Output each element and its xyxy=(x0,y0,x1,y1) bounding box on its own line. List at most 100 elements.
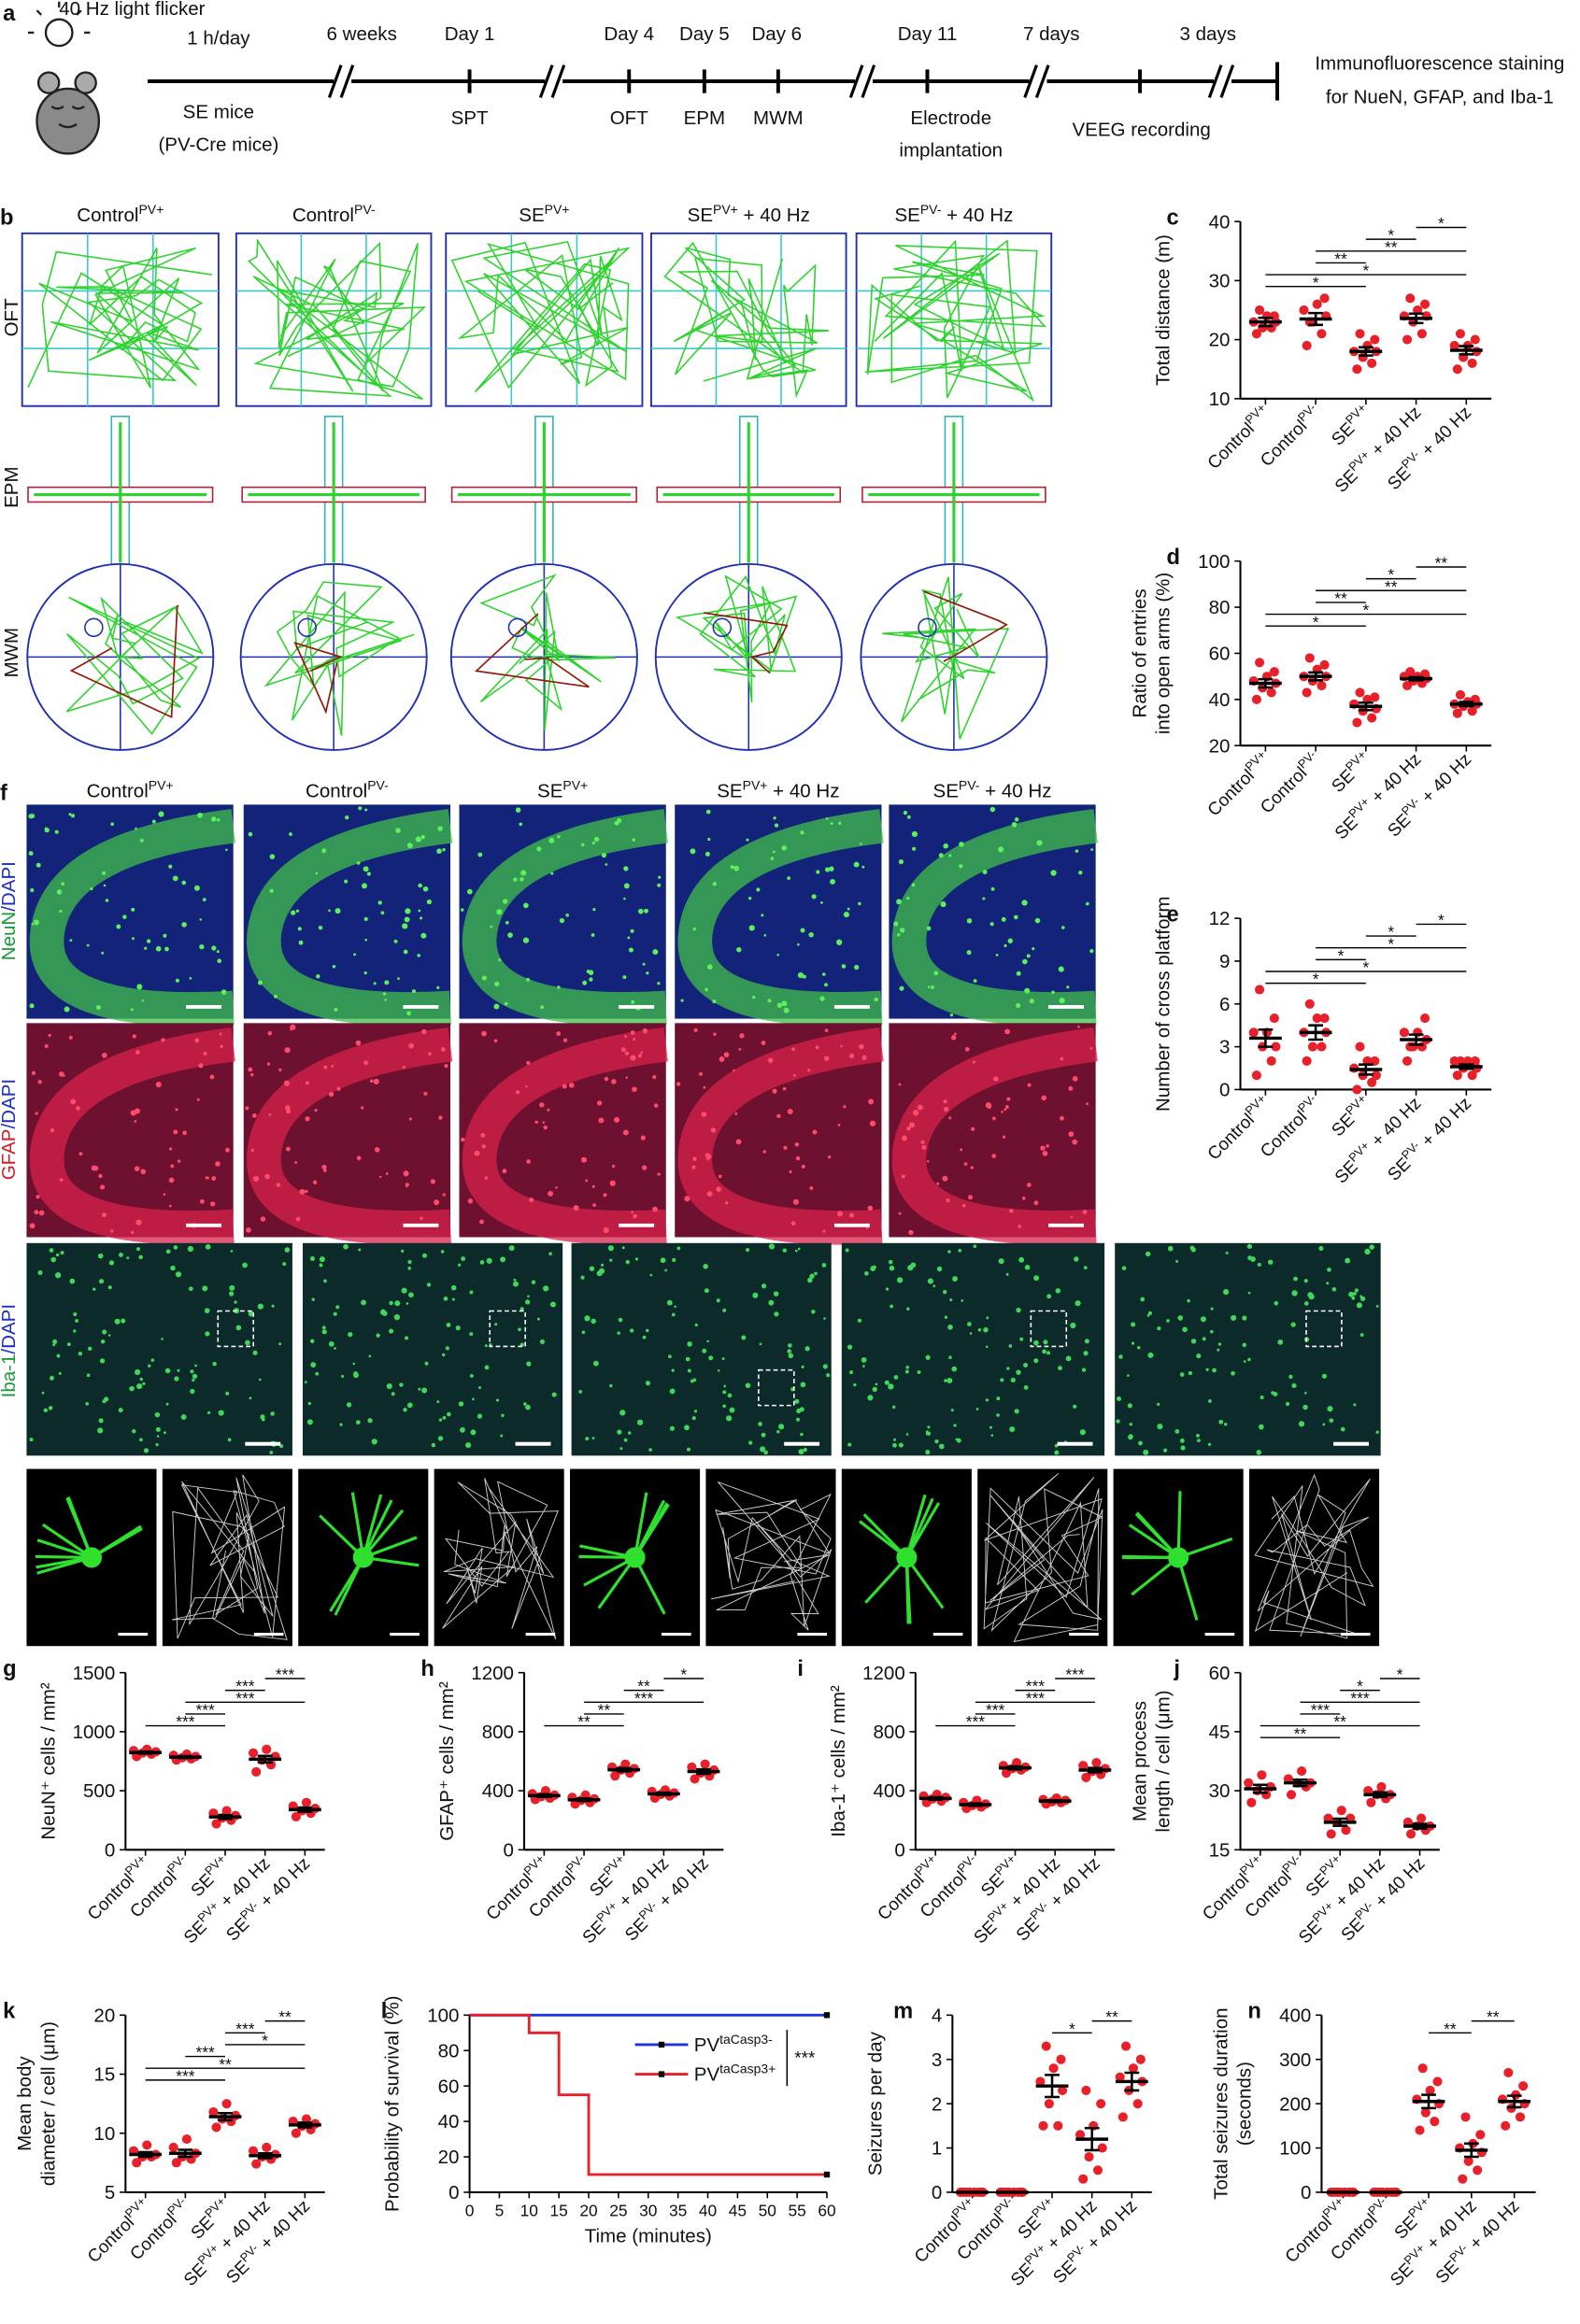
cell xyxy=(198,1063,203,1068)
cell xyxy=(1247,1358,1251,1362)
cell xyxy=(458,1264,461,1267)
cell xyxy=(1210,1330,1214,1334)
significance-label: * xyxy=(1388,934,1394,953)
data-point xyxy=(1503,2068,1513,2077)
data-point xyxy=(1252,1070,1261,1080)
data-point xyxy=(1038,2121,1047,2131)
cell xyxy=(291,910,295,914)
cell xyxy=(29,851,34,856)
cell xyxy=(959,842,964,847)
cell xyxy=(1025,1265,1031,1270)
cell xyxy=(1203,1337,1206,1340)
cell xyxy=(948,1116,951,1119)
y-tick-label: 400 xyxy=(874,1780,905,1802)
significance-label: * xyxy=(1338,946,1345,965)
cell xyxy=(628,1431,631,1434)
cell xyxy=(1242,1315,1246,1320)
cell xyxy=(384,999,387,1001)
cell xyxy=(192,1374,197,1379)
cell xyxy=(706,1340,709,1343)
significance-label: * xyxy=(1397,1665,1403,1684)
cell xyxy=(174,1245,178,1250)
cell xyxy=(652,949,658,955)
cell xyxy=(383,992,386,995)
label: EPM xyxy=(1,466,22,508)
cell xyxy=(434,1199,439,1205)
cell xyxy=(152,820,156,824)
cell xyxy=(1033,1340,1039,1346)
cell xyxy=(432,1443,435,1447)
label: 1 h/day xyxy=(187,28,250,50)
cell xyxy=(1011,1378,1016,1382)
data-point xyxy=(1302,1056,1312,1066)
data-point xyxy=(1257,1770,1266,1779)
cell xyxy=(364,971,367,974)
cell xyxy=(886,1287,889,1290)
label-text: Control xyxy=(84,1870,138,1924)
cell xyxy=(358,806,362,810)
label: SEPV- + 40 Hz xyxy=(1382,1091,1475,1184)
cell xyxy=(417,954,420,957)
cell xyxy=(418,910,420,913)
cell xyxy=(203,898,206,901)
cell xyxy=(387,1383,392,1389)
cell xyxy=(438,1436,443,1440)
cell xyxy=(802,1165,805,1169)
cell xyxy=(131,1231,134,1234)
data-point xyxy=(1362,341,1372,350)
cell xyxy=(443,1194,446,1197)
cell xyxy=(870,1121,875,1127)
cell xyxy=(762,1041,766,1045)
cell xyxy=(898,1084,901,1086)
cell xyxy=(361,1106,363,1109)
micrograph xyxy=(842,1243,1104,1456)
cell xyxy=(361,1299,366,1305)
cell xyxy=(736,947,741,952)
cell xyxy=(496,1399,499,1402)
row-label: Iba-1/DAPI xyxy=(0,1304,20,1397)
cell xyxy=(50,1257,56,1263)
cell xyxy=(264,1174,270,1180)
cell xyxy=(294,1161,297,1164)
cell xyxy=(461,1256,465,1261)
data-point xyxy=(1473,2165,1482,2175)
cell xyxy=(412,989,416,993)
cell xyxy=(787,1349,791,1353)
cell xyxy=(1043,1339,1047,1344)
cell xyxy=(925,1450,930,1454)
cell xyxy=(936,1183,939,1185)
cell xyxy=(269,889,273,893)
cell xyxy=(373,1442,376,1445)
cell xyxy=(423,1092,427,1096)
cell xyxy=(845,914,847,916)
cell xyxy=(446,1346,449,1350)
cell xyxy=(44,1409,48,1412)
cell xyxy=(427,900,432,904)
cell xyxy=(537,1318,540,1321)
cell xyxy=(444,1064,448,1068)
label-text: Control xyxy=(1257,1108,1311,1162)
cell xyxy=(918,1370,921,1374)
cell xyxy=(630,1055,635,1060)
cell xyxy=(173,1129,178,1134)
cell xyxy=(1009,1426,1015,1432)
cell xyxy=(892,1406,895,1409)
cell xyxy=(59,1372,62,1375)
cell xyxy=(1274,1301,1279,1306)
cell xyxy=(69,1279,75,1284)
cell xyxy=(1000,1378,1004,1382)
cell xyxy=(1012,822,1017,827)
cell xyxy=(1201,1316,1206,1322)
cell xyxy=(646,971,648,974)
cell xyxy=(795,1250,798,1253)
cell xyxy=(694,1410,697,1412)
cell xyxy=(868,1098,874,1104)
label-text: Control xyxy=(1204,766,1259,820)
label-text: Control xyxy=(126,1867,180,1921)
cell xyxy=(672,1369,675,1372)
cell xyxy=(944,1107,948,1112)
y-tick-label: 0 xyxy=(448,2182,459,2204)
data-point xyxy=(1317,1042,1326,1052)
